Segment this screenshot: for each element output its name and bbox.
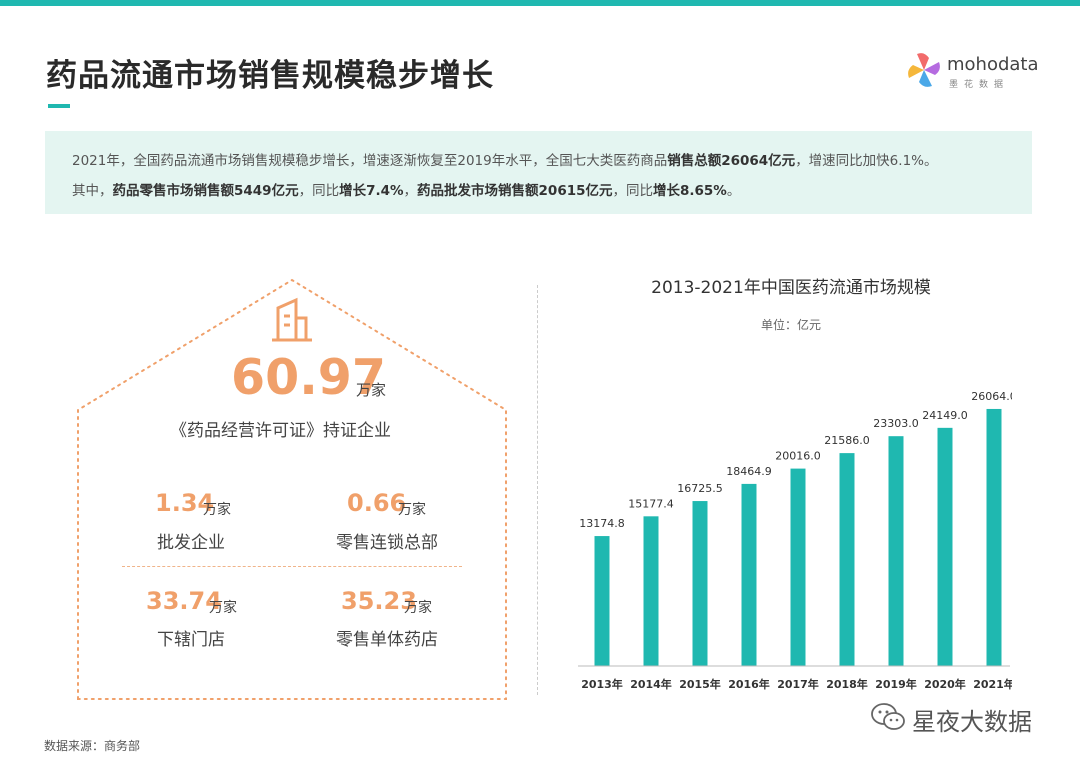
chain-hq-value: 0.66 [347,489,407,517]
wechat-icon [871,703,905,730]
x-tick-label-4: 2017年 [777,677,819,691]
x-tick-label-3: 2016年 [728,677,770,691]
bar-7 [937,427,953,666]
section-divider [537,285,538,695]
summary-box: 2021年，全国药品流通市场销售规模稳步增长，增速逐渐恢复至2019年水平，全国… [45,131,1032,214]
single-pharmacy-desc: 零售单体药店 [336,630,438,650]
bar-1 [643,516,659,666]
x-tick-label-5: 2018年 [826,677,868,691]
bar-3 [741,483,757,666]
bar-value-label-8: 26064.0 [971,390,1012,403]
wholesale-unit: 万家 [203,502,231,518]
summary-line-1: 2021年，全国药品流通市场销售规模稳步增长，增速逐渐恢复至2019年水平，全国… [72,153,938,169]
pinwheel-icon [908,53,940,87]
single-pharmacy-value: 35.23 [341,587,417,615]
bar-4 [790,468,806,666]
page-title: 药品流通市场销售规模稳步增长 [46,58,494,94]
chart-unit: 单位：亿元 [760,318,821,332]
logo-subtext: 墨花数据 [949,80,1010,90]
bar-0 [594,536,610,666]
x-tick-label-0: 2013年 [581,677,623,691]
watermark: 星夜大数据 [870,702,1032,736]
bar-value-label-2: 16725.5 [677,482,723,495]
bar-value-label-1: 15177.4 [628,497,674,510]
chain-hq-unit: 万家 [398,502,426,518]
bar-value-label-5: 21586.0 [824,434,870,447]
watermark-text: 星夜大数据 [912,708,1032,736]
chart-title: 2013-2021年中国医药流通市场规模 [651,278,931,298]
wholesale-desc: 批发企业 [157,533,225,553]
bar-value-label-6: 23303.0 [873,417,919,430]
x-tick-label-6: 2019年 [875,677,917,691]
stores-unit: 万家 [209,600,237,616]
title-underline [48,104,70,108]
top-accent-bar [0,0,1080,6]
house-outline [77,278,507,700]
stores-desc: 下辖门店 [157,630,225,650]
licensed-enterprises-unit: 万家 [356,381,387,399]
x-tick-label-2: 2015年 [679,677,721,691]
stores-value: 33.74 [146,587,222,615]
bar-value-label-3: 18464.9 [726,465,772,478]
chain-hq-desc: 零售连锁总部 [336,533,438,553]
stats-divider [122,566,462,567]
bar-chart: 13174.8 2013年 15177.4 2014年 16725.5 2015年 1846… [578,390,1012,691]
x-tick-label-1: 2014年 [630,677,672,691]
bar-6 [888,436,904,666]
x-tick-label-8: 2021年 [973,677,1012,691]
bar-2 [692,501,708,666]
bar-value-label-0: 13174.8 [579,517,625,530]
x-tick-label-7: 2020年 [924,677,966,691]
summary-line-2: 其中，药品零售市场销售额5449亿元，同比增长7.4%，药品批发市场销售额206… [72,183,741,199]
licensed-enterprises-value: 60.97 [231,349,386,406]
bar-8 [986,408,1002,666]
data-source: 数据来源：商务部 [44,739,141,753]
bar-value-label-7: 24149.0 [922,409,968,422]
logo-text: mohodata [947,54,1039,75]
single-pharmacy-unit: 万家 [404,600,432,616]
bar-5 [839,453,855,666]
building-icon [272,297,312,342]
mohodata-logo: mohodata 墨花数据 [905,50,1040,92]
bar-value-label-4: 20016.0 [775,450,821,463]
licensed-enterprises-desc: 《药品经营许可证》持证企业 [170,421,391,441]
wholesale-value: 1.34 [155,489,215,517]
